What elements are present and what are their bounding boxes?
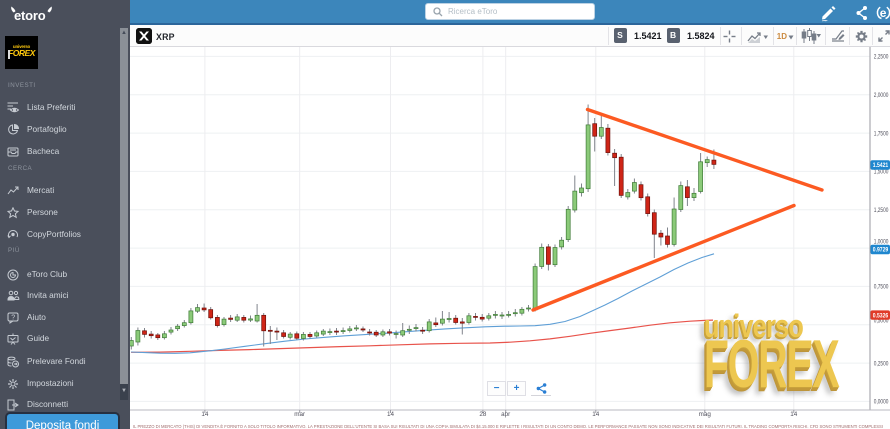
svg-text:2,0000: 2,0000	[874, 92, 889, 99]
svg-text:0,0000: 0,0000	[874, 399, 889, 406]
svg-text:0,2500: 0,2500	[874, 360, 889, 367]
svg-text:1,7500: 1,7500	[874, 130, 889, 137]
svg-text:0.9729: 0.9729	[873, 247, 889, 254]
svg-text:14: 14	[201, 411, 209, 418]
svg-text:1.5421: 1.5421	[873, 162, 889, 169]
svg-text:1,0000: 1,0000	[874, 238, 889, 245]
svg-text:1,5000: 1,5000	[874, 169, 889, 176]
svg-text:mar: mar	[294, 411, 305, 418]
svg-text:0,7500: 0,7500	[874, 284, 889, 291]
svg-text:28: 28	[479, 411, 487, 418]
svg-text:14: 14	[790, 411, 798, 418]
svg-text:14: 14	[592, 411, 600, 418]
svg-text:0.5326: 0.5326	[873, 312, 889, 319]
svg-text:14: 14	[387, 411, 395, 418]
svg-text:0,5000: 0,5000	[874, 317, 889, 324]
svg-text:?: ?	[11, 315, 15, 322]
svg-text:e: e	[880, 6, 887, 20]
svg-text:mag: mag	[699, 411, 712, 418]
svg-text:etoro: etoro	[14, 8, 46, 23]
svg-text:1,2500: 1,2500	[874, 207, 889, 214]
svg-text:2,2500: 2,2500	[874, 54, 889, 61]
svg-text:apr: apr	[501, 411, 510, 418]
